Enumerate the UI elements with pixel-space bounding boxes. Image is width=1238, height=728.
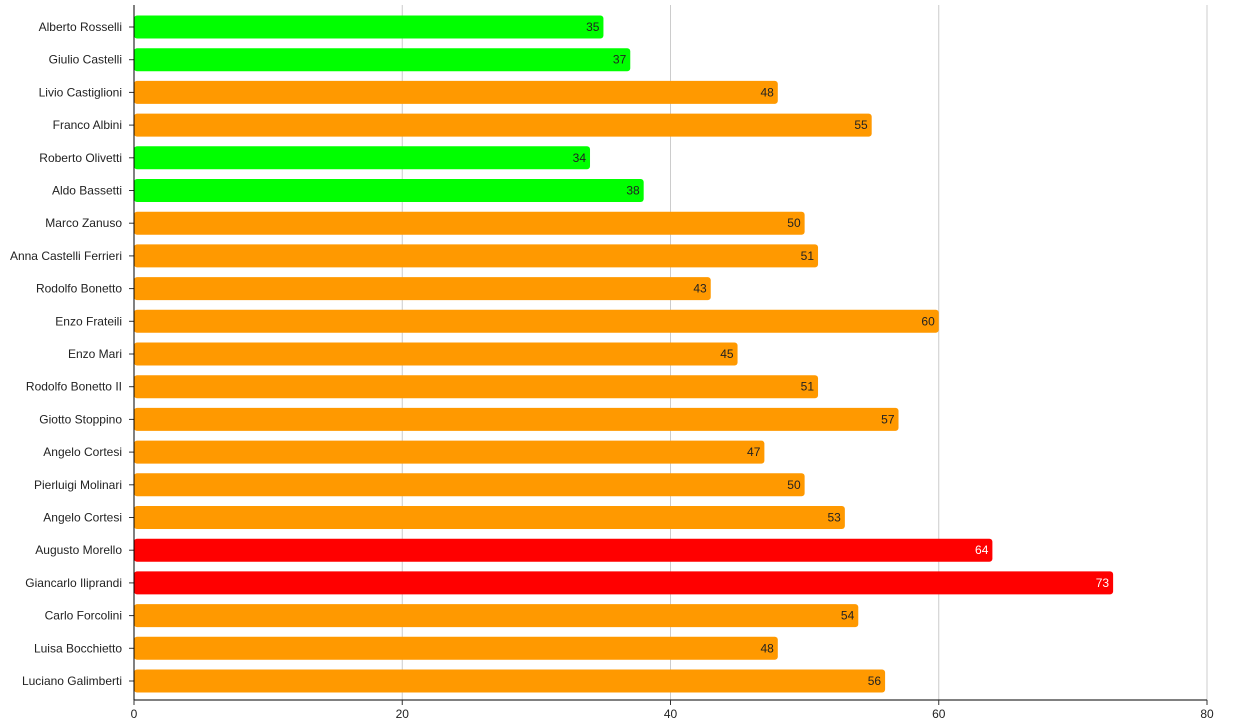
bar	[134, 80, 778, 104]
y-tick-label: Anna Castelli Ferrieri	[10, 249, 122, 263]
y-tick-label: Augusto Morello	[35, 543, 122, 557]
bar-value-label: 51	[801, 380, 815, 394]
bar-value-label: 60	[921, 314, 935, 328]
bar	[134, 179, 644, 202]
bar	[134, 604, 859, 628]
bar	[134, 146, 591, 170]
bar-value-label: 45	[720, 347, 734, 361]
y-tick-label: Marco Zanuso	[45, 216, 122, 230]
bar-value-label: 53	[828, 511, 842, 525]
y-tick-label: Angelo Cortesi	[43, 511, 122, 525]
y-tick-label: Franco Albini	[53, 118, 122, 132]
bar-value-label: 54	[841, 609, 855, 623]
y-tick-label: Alberto Rosselli	[39, 20, 122, 34]
bar	[134, 473, 805, 497]
bar	[134, 375, 819, 399]
y-tick-label: Carlo Forcolini	[45, 609, 122, 623]
bar-value-label: 50	[787, 478, 801, 492]
bar-value-label: 35	[586, 20, 600, 34]
y-tick-label: Livio Castiglioni	[39, 85, 122, 99]
bar-value-label: 34	[573, 151, 587, 165]
bar-value-label: 55	[854, 118, 868, 132]
bar	[134, 244, 819, 268]
x-tick-label: 40	[664, 707, 678, 721]
bar	[134, 407, 899, 431]
bar-value-label: 47	[747, 445, 761, 459]
bar	[134, 636, 778, 660]
y-tick-label: Giancarlo Iliprandi	[25, 576, 122, 590]
bar-value-label: 43	[693, 282, 707, 296]
y-tick-label: Enzo Mari	[68, 347, 122, 361]
y-tick-label: Angelo Cortesi	[43, 445, 122, 459]
y-tick-label: Luisa Bocchietto	[34, 641, 122, 655]
y-tick-label: Pierluigi Molinari	[34, 478, 122, 492]
bar	[134, 113, 872, 137]
bar	[134, 48, 631, 72]
bar-value-label: 57	[881, 412, 895, 426]
y-tick-label: Rodolfo Bonetto II	[26, 380, 122, 394]
bar	[134, 277, 711, 301]
bar	[134, 538, 993, 562]
bar	[134, 669, 886, 693]
y-tick-label: Roberto Olivetti	[39, 151, 122, 165]
bar-value-label: 48	[760, 85, 774, 99]
bar-value-label: 37	[613, 53, 627, 67]
bar	[134, 15, 604, 39]
bar-value-label: 64	[975, 543, 989, 557]
y-tick-label: Giulio Castelli	[49, 53, 122, 67]
y-tick-label: Enzo Frateili	[55, 314, 122, 328]
bar	[134, 211, 805, 235]
bar	[134, 506, 845, 529]
bar	[134, 571, 1114, 595]
x-tick-label: 60	[932, 707, 946, 721]
y-tick-label: Luciano Galimberti	[22, 674, 122, 688]
y-tick-label: Rodolfo Bonetto	[36, 282, 122, 296]
x-tick-label: 0	[131, 707, 138, 721]
bar-value-label: 50	[787, 216, 801, 230]
y-tick-label: Giotto Stoppino	[39, 412, 122, 426]
bar-value-label: 51	[801, 249, 815, 263]
x-tick-label: 80	[1200, 707, 1214, 721]
bar-value-label: 56	[868, 674, 882, 688]
bar-value-label: 48	[760, 641, 774, 655]
bar	[134, 342, 738, 366]
axes: 0 20 40 60 80 Alberto Rosselli Giulio Castelli…	[10, 5, 1214, 721]
y-tick-label: Aldo Bassetti	[52, 184, 122, 198]
bar-value-label: 38	[626, 184, 640, 198]
bars: 35 37 48 55 34 38 50 51 43 60 45 51 57 47 50 53 64 73 54 48…	[134, 15, 1114, 693]
bar	[134, 440, 765, 464]
bar-value-label: 73	[1096, 576, 1110, 590]
x-tick-label: 20	[396, 707, 410, 721]
bar	[134, 309, 939, 333]
